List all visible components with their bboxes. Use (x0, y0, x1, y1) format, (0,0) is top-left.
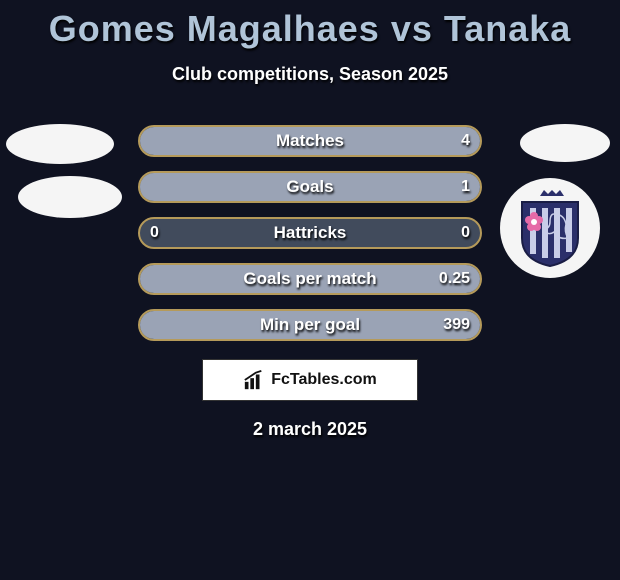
stat-row: Matches4 (138, 125, 482, 157)
club-crest (500, 178, 600, 278)
stat-value-right: 399 (443, 316, 470, 334)
stat-value-right: 0 (461, 224, 470, 242)
stat-row: 0Goals1 (138, 171, 482, 203)
brand-badge[interactable]: FcTables.com (202, 359, 418, 401)
stat-label: Hattricks (140, 223, 480, 243)
comparison-card: Gomes Magalhaes vs Tanaka Club competiti… (0, 0, 620, 440)
stat-label: Goals per match (140, 269, 480, 289)
stat-row: 0Hattricks0 (138, 217, 482, 249)
player-left-avatar-2 (18, 176, 122, 218)
stat-label: Goals (140, 177, 480, 197)
date-text: 2 march 2025 (0, 419, 620, 440)
subtitle: Club competitions, Season 2025 (0, 64, 620, 85)
stat-value-right: 1 (461, 178, 470, 196)
stat-label: Matches (140, 131, 480, 151)
page-title: Gomes Magalhaes vs Tanaka (0, 0, 620, 50)
bar-chart-icon (243, 369, 265, 391)
stat-row: Goals per match0.25 (138, 263, 482, 295)
stat-label: Min per goal (140, 315, 480, 335)
brand-text: FcTables.com (271, 371, 377, 389)
crest-icon (510, 188, 590, 268)
stat-row: Min per goal399 (138, 309, 482, 341)
stat-value-right: 0.25 (439, 270, 470, 288)
stat-value-right: 4 (461, 132, 470, 150)
player-left-avatar-1 (6, 124, 114, 164)
player-right-avatar (520, 124, 610, 162)
